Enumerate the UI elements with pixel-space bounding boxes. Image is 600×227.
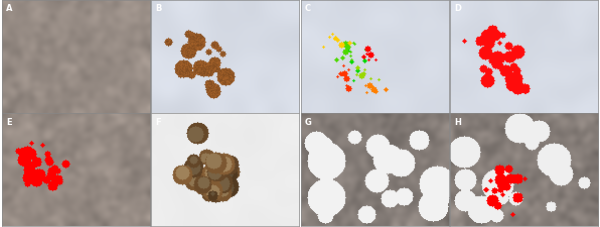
Text: C: C — [305, 4, 311, 13]
Text: G: G — [305, 117, 312, 126]
Text: A: A — [6, 4, 13, 13]
Text: H: H — [454, 117, 461, 126]
Text: B: B — [155, 4, 162, 13]
Text: E: E — [6, 117, 12, 126]
Text: D: D — [454, 4, 461, 13]
Text: F: F — [155, 117, 161, 126]
